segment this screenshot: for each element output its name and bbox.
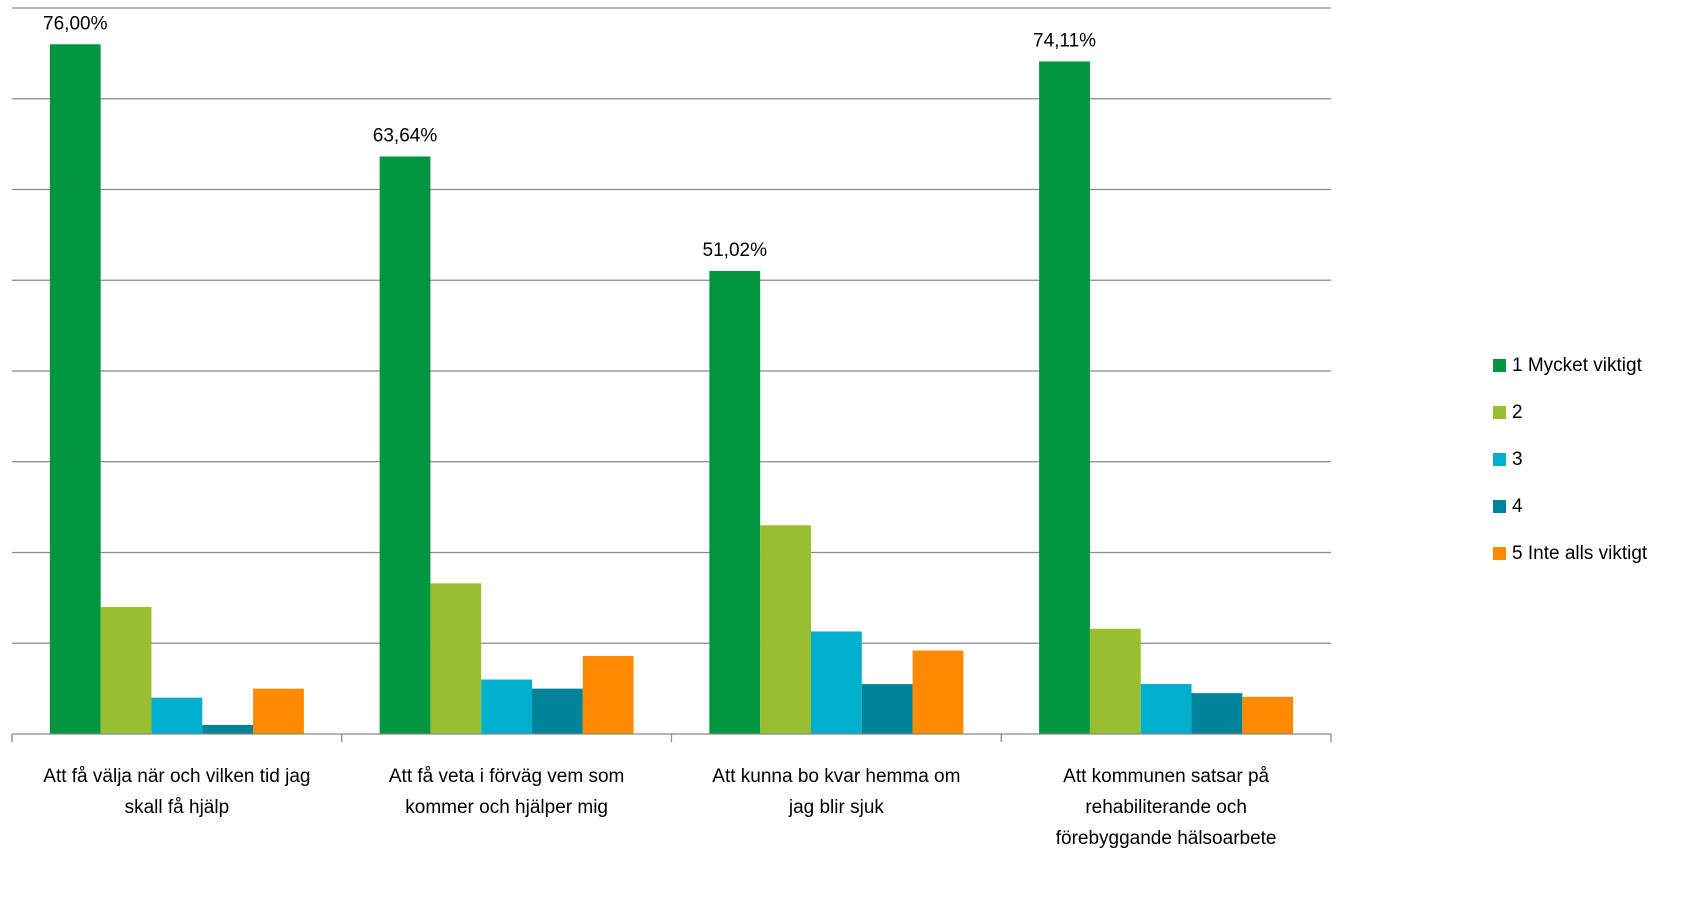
category-label: Att kommunen satsar på <box>1063 766 1269 787</box>
x-axis <box>11 733 1332 742</box>
bar <box>1140 684 1192 734</box>
bar <box>582 655 634 734</box>
category-label: Att få veta i förväg vem som <box>389 766 624 787</box>
legend-label: 3 <box>1512 448 1523 470</box>
category-label: kommer och hjälper mig <box>405 797 608 818</box>
bar <box>49 44 101 735</box>
category-labels: Att få välja när och vilken tid jag skall… <box>43 766 1276 849</box>
legend-item: 1 Mycket viktigt <box>1493 342 1647 389</box>
legend-item: 2 <box>1493 389 1647 436</box>
legend: 1 Mycket viktigt 2 3 4 5 Inte alls viktigt <box>1493 342 1647 577</box>
category-label: förebyggande hälsoarbete <box>1056 828 1277 849</box>
category-label: skall få hjälp <box>125 797 230 818</box>
bar <box>1089 628 1141 734</box>
data-labels: 76,00% 63,64% 51,02% 74,11% <box>43 13 1096 261</box>
category-label: Att kunna bo kvar hemma om <box>712 766 960 787</box>
legend-swatch <box>1493 359 1506 372</box>
bar <box>151 697 203 734</box>
bar <box>430 583 482 734</box>
bar <box>253 688 304 734</box>
legend-swatch <box>1493 547 1506 560</box>
legend-swatch <box>1493 500 1506 513</box>
legend-label: 4 <box>1512 495 1523 517</box>
gridlines <box>12 7 1331 644</box>
bar <box>532 688 583 734</box>
data-label: 63,64% <box>373 125 438 146</box>
legend-swatch <box>1493 406 1506 419</box>
legend-item: 3 <box>1493 436 1647 483</box>
bars <box>49 44 1294 735</box>
legend-label: 2 <box>1512 401 1523 423</box>
bar <box>100 606 152 734</box>
legend-item: 4 <box>1493 483 1647 530</box>
data-label: 74,11% <box>1033 30 1096 51</box>
bar <box>709 270 761 734</box>
data-label: 76,00% <box>43 13 108 34</box>
bar <box>379 156 431 735</box>
legend-swatch <box>1493 453 1506 466</box>
bar <box>912 650 964 734</box>
bar <box>202 724 254 734</box>
bar <box>810 631 862 734</box>
legend-label: 5 Inte alls viktigt <box>1512 542 1648 564</box>
bar <box>1242 696 1294 734</box>
legend-label: 1 Mycket viktigt <box>1512 354 1642 376</box>
category-label: Att få välja när och vilken tid jag <box>43 766 310 787</box>
data-label: 51,02% <box>703 240 768 261</box>
bar <box>481 679 533 734</box>
bar <box>760 525 811 734</box>
bar <box>1191 693 1243 734</box>
bar <box>1039 61 1090 734</box>
category-label: jag blir sjuk <box>788 797 885 818</box>
legend-item: 5 Inte alls viktigt <box>1493 530 1647 577</box>
bar <box>861 684 913 734</box>
category-label: rehabiliterande och <box>1085 797 1247 818</box>
